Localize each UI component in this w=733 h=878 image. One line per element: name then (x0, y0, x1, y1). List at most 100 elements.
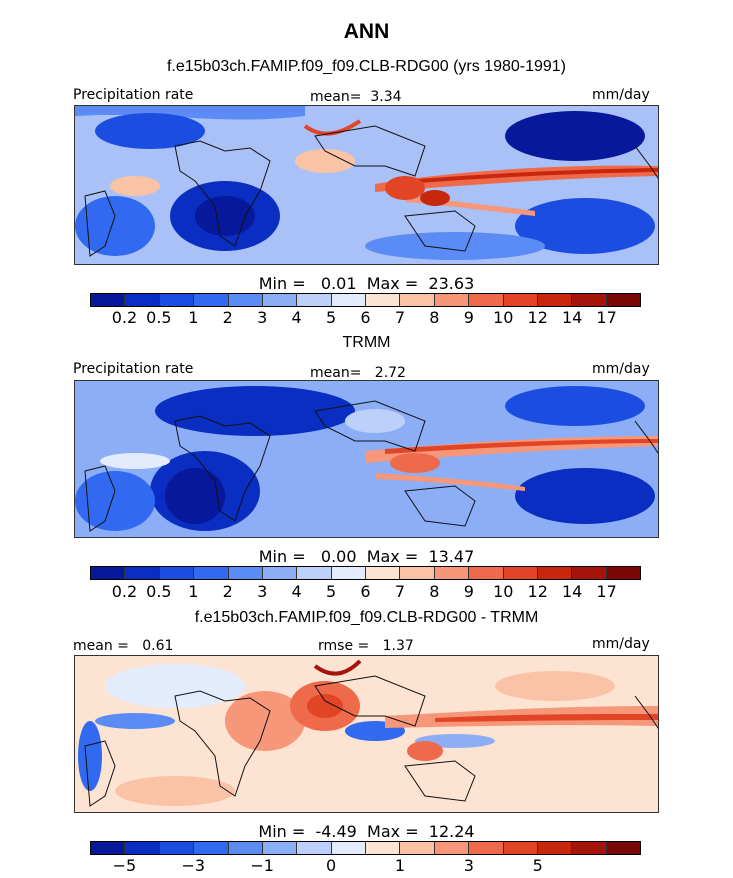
colorbar-swatch (572, 842, 607, 854)
colorbar-swatch (125, 294, 160, 306)
colorbar-tick-label: 17 (596, 582, 617, 601)
colorbar-swatch (262, 294, 298, 306)
colorbar-tick-label: −5 (112, 856, 137, 875)
colorbar-tick-label: 12 (527, 582, 548, 601)
panel1-mean-label: mean= (310, 89, 362, 105)
colorbar-swatch (228, 842, 263, 854)
panel2-variable-label: Precipitation rate (73, 361, 194, 377)
panel2-min-label: Min = (258, 547, 306, 566)
colorbar-tick-label: 4 (291, 308, 302, 327)
colorbar-tick-label: 5 (532, 856, 543, 875)
colorbar-tick-label: 1 (394, 856, 406, 875)
colorbar-tick-label: 3 (257, 582, 268, 601)
panel1-title: f.e15b03ch.FAMIP.f09_f09.CLB-RDG00 (yrs … (166, 58, 567, 75)
colorbar-swatch (469, 567, 504, 579)
panel2-min-value: 0.00 (320, 547, 357, 566)
panel3-colorbar-labels: −5 −3 −1 0 1 3 5 (90, 856, 641, 876)
panel3-colorbar (90, 841, 641, 855)
colorbar-tick-label: −3 (181, 856, 206, 875)
colorbar-swatch (606, 294, 640, 306)
panel1-min-label: Min = (258, 274, 306, 293)
panel1-map (74, 105, 659, 265)
panel3-min-value: -4.49 (315, 822, 357, 841)
panel1-mean-value: 3.34 (370, 89, 402, 105)
colorbar-swatch (159, 842, 195, 854)
colorbar-tick-label: 10 (493, 582, 514, 601)
colorbar-tick-label: 5 (325, 308, 337, 327)
panel1-colorbar (90, 293, 641, 307)
panel2-mean-value: 2.72 (374, 365, 406, 381)
panel3-map (74, 655, 659, 813)
colorbar-swatch (125, 567, 160, 579)
colorbar-tick-label: 2 (222, 308, 233, 327)
colorbar-swatch (262, 567, 298, 579)
colorbar-swatch (194, 294, 229, 306)
panel2-mean-label: mean= (310, 365, 362, 381)
panel1-variable-label: Precipitation rate (73, 87, 194, 103)
colorbar-swatch (125, 842, 160, 854)
colorbar-tick-label: 2 (222, 582, 233, 601)
colorbar-tick-label: 7 (394, 582, 406, 601)
panel1-units: mm/day (592, 87, 650, 103)
panel3-units: mm/day (592, 636, 650, 652)
colorbar-swatch (366, 294, 401, 306)
colorbar-swatch (537, 294, 573, 306)
colorbar-swatch (366, 567, 401, 579)
colorbar-tick-label: 0 (325, 856, 337, 875)
colorbar-swatch (503, 567, 538, 579)
colorbar-swatch (366, 842, 401, 854)
panel3-mean-label: mean = (73, 638, 129, 654)
colorbar-swatch (606, 842, 640, 854)
colorbar-swatch (503, 842, 538, 854)
colorbar-tick-label: 5 (325, 582, 337, 601)
panel2-max-value: 13.47 (428, 547, 475, 566)
panel3-rmse-value: 1.37 (382, 638, 414, 654)
colorbar-swatch (400, 294, 435, 306)
colorbar-tick-label: 0.2 (111, 582, 138, 601)
panel3-map-svg (75, 656, 658, 812)
colorbar-swatch (91, 294, 126, 306)
colorbar-swatch (434, 294, 470, 306)
colorbar-swatch (194, 567, 229, 579)
colorbar-swatch (537, 567, 573, 579)
colorbar-swatch (297, 294, 332, 306)
panel1-min-value: 0.01 (320, 274, 357, 293)
panel2-title: TRMM (342, 334, 391, 351)
colorbar-tick-label: 14 (561, 582, 583, 601)
panel3-rmse-label: rmse = (318, 638, 370, 654)
colorbar-tick-label: 8 (429, 582, 440, 601)
colorbar-tick-label: 1 (188, 582, 199, 601)
colorbar-swatch (228, 567, 263, 579)
panel1-colorbar-labels: 0.2 0.5 1 2 3 4 5 6 7 8 9 10 12 14 17 (90, 308, 641, 328)
colorbar-tick-label: 14 (561, 308, 583, 327)
panel2-map (74, 380, 659, 538)
panel3-mean-value: 0.61 (142, 638, 174, 654)
colorbar-swatch (159, 294, 195, 306)
colorbar-swatch (331, 842, 366, 854)
panel3-min-label: Min = (258, 822, 306, 841)
panel2-colorbar (90, 566, 641, 580)
colorbar-tick-label: 3 (257, 308, 268, 327)
colorbar-swatch (262, 842, 298, 854)
colorbar-tick-label: 10 (493, 308, 514, 327)
colorbar-swatch (606, 567, 640, 579)
panel2-max-label: Max = (366, 547, 419, 566)
colorbar-tick-label: 6 (360, 308, 371, 327)
colorbar-tick-label: 1 (188, 308, 199, 327)
colorbar-swatch (400, 567, 435, 579)
colorbar-tick-label: 6 (360, 582, 371, 601)
colorbar-swatch (572, 294, 607, 306)
colorbar-tick-label: 0.5 (146, 308, 172, 327)
panel3-title: f.e15b03ch.FAMIP.f09_f09.CLB-RDG00 - TRM… (194, 609, 539, 626)
colorbar-tick-label: 17 (596, 308, 617, 327)
colorbar-swatch (331, 294, 366, 306)
colorbar-swatch (537, 842, 573, 854)
colorbar-tick-label: 3 (463, 856, 474, 875)
colorbar-tick-label: −1 (250, 856, 274, 875)
colorbar-swatch (503, 294, 538, 306)
colorbar-swatch (228, 294, 263, 306)
colorbar-swatch (572, 567, 607, 579)
colorbar-swatch (434, 842, 470, 854)
colorbar-swatch (297, 842, 332, 854)
colorbar-tick-label: 0.2 (111, 308, 138, 327)
